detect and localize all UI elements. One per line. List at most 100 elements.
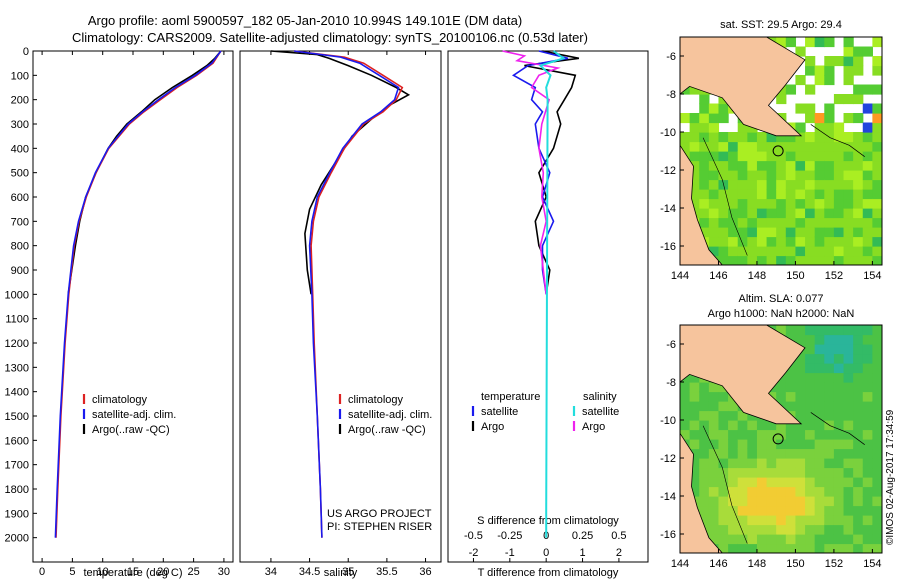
salinity-legend-label: Argo(..raw -QC) xyxy=(348,424,426,436)
sla-map-ytick-label: -12 xyxy=(660,453,676,465)
sla-map-ytick-label: -6 xyxy=(666,339,676,351)
difference-panel: -2 -1 0 1 2-0.5 -0.25 0 0.25 0.5S difference fro… xyxy=(447,50,649,579)
sst-map-islands xyxy=(810,124,865,157)
salinity-frame xyxy=(239,50,442,563)
sst-map-xtick-label: 152 xyxy=(825,270,843,282)
sla-map-land-australia xyxy=(680,432,723,553)
temperature-legend-label: climatology xyxy=(92,394,148,406)
temperature-xtick-label: 20 xyxy=(157,566,169,578)
temperature-frame xyxy=(32,50,234,563)
depth-tick-label: 0 xyxy=(23,46,29,58)
sst-map-ytick-label: -8 xyxy=(666,89,676,101)
temperature-series-2 xyxy=(67,50,222,295)
depth-tick-label: 700 xyxy=(11,216,29,228)
temperature-legend-label: Argo(..raw -QC) xyxy=(92,424,170,436)
sla-map-xtick-label: 154 xyxy=(863,558,881,570)
difference-S-tick-label: -0.25 xyxy=(497,530,522,542)
sst-map-land-png xyxy=(680,37,806,137)
depth-tick-label: 2000 xyxy=(5,533,29,545)
sla-map-panel: 144 146 148 150 152 154 -6 -8 -10 -12 -14 -16 Altim.… xyxy=(660,293,883,570)
sst-map-title: sat. SST: 29.5 Argo: 29.4 xyxy=(720,19,842,31)
pi-label: PI: STEPHEN RISER xyxy=(327,521,432,533)
sla-map-frame xyxy=(679,324,883,554)
depth-tick-label: 600 xyxy=(11,192,29,204)
sst-map-xtick-label: 154 xyxy=(863,270,881,282)
salinity-xtick-label: 34 xyxy=(265,566,277,578)
difference-S-xlabel: S difference from climatology xyxy=(477,515,619,527)
sla-map-argo-marker xyxy=(772,433,784,445)
temperature-legend-label: satellite-adj. clim. xyxy=(92,409,176,421)
depth-tick-label: 1400 xyxy=(5,387,29,399)
depth-tick-label: 1500 xyxy=(5,411,29,423)
sla-map-xtick-label: 144 xyxy=(671,558,689,570)
sst-map-contour xyxy=(702,137,748,256)
temperature-xtick-label: 5 xyxy=(69,566,75,578)
sla-map-land-png xyxy=(680,325,806,425)
difference-series-3 xyxy=(502,50,561,295)
sst-map-land-australia xyxy=(680,144,723,265)
difference-S-tick-label: 0.25 xyxy=(572,530,593,542)
depth-tick-label: 500 xyxy=(11,168,29,180)
salinity-xtick-label: 35 xyxy=(342,566,354,578)
sla-map-ytick-label: -10 xyxy=(660,415,676,427)
sst-map-xtick-label: 146 xyxy=(709,270,727,282)
difference-series-1 xyxy=(524,50,580,295)
sla-map-ytick-label: -16 xyxy=(660,529,676,541)
sla-map-title-line2: Argo h1000: NaN h2000: NaN xyxy=(708,308,855,320)
depth-tick-label: 1200 xyxy=(5,338,29,350)
sst-map-xtick-label: 150 xyxy=(786,270,804,282)
figure-title-line1: Argo profile: aoml 5900597_182 05-Jan-20… xyxy=(88,13,522,28)
difference-S-legend-label: satellite xyxy=(582,406,619,418)
salinity-legend-label: satellite-adj. clim. xyxy=(348,409,432,421)
salinity-xtick-label: 34.5 xyxy=(299,566,320,578)
temperature-xtick-label: 0 xyxy=(39,566,45,578)
difference-T-legend-label: satellite xyxy=(481,406,518,418)
difference-S-legend-label: Argo xyxy=(582,421,605,433)
depth-tick-label: 1900 xyxy=(5,508,29,520)
difference-series-2 xyxy=(538,50,566,538)
salinity-xlabel: salinity xyxy=(324,567,358,579)
project-label: US ARGO PROJECT xyxy=(327,508,432,520)
difference-T-tick-label: 0 xyxy=(543,547,549,559)
depth-tick-label: 300 xyxy=(11,119,29,131)
sst-map-frame xyxy=(679,36,883,266)
sst-map-xtick-label: 148 xyxy=(748,270,766,282)
salinity-series-1 xyxy=(293,50,400,538)
temperature-panel: 0100200300400500600700800900100011001200… xyxy=(5,46,234,579)
sst-map-xtick-label: 144 xyxy=(671,270,689,282)
temperature-xtick-label: 30 xyxy=(218,566,230,578)
sla-map-title-line1: Altim. SLA: 0.077 xyxy=(739,293,824,305)
sst-map-argo-marker xyxy=(772,145,784,157)
depth-tick-label: 1000 xyxy=(5,289,29,301)
salinity-xtick-label: 35.5 xyxy=(376,566,397,578)
sst-map-panel: 144 146 148 150 152 154 -6 -8 -10 -12 -14 -16 sat. S… xyxy=(660,19,883,282)
temperature-xtick-label: 25 xyxy=(187,566,199,578)
depth-tick-label: 1300 xyxy=(5,362,29,374)
sst-map-ytick-label: -16 xyxy=(660,241,676,253)
difference-legend-header-salinity: salinity xyxy=(583,391,617,403)
temperature-xlabel: temperature (deg C) xyxy=(83,567,182,579)
salinity-panel: 34 34.5 35 35.5 36 salinity climatology satelli… xyxy=(239,50,442,579)
sla-map-xtick-label: 152 xyxy=(825,558,843,570)
depth-tick-label: 800 xyxy=(11,241,29,253)
sst-map-ytick-label: -6 xyxy=(666,51,676,63)
sla-map-xtick-label: 146 xyxy=(709,558,727,570)
sst-map-ytick-label: -14 xyxy=(660,203,676,215)
difference-S-tick-label: 0.5 xyxy=(611,530,626,542)
salinity-legend-label: climatology xyxy=(348,394,404,406)
temperature-xtick-label: 10 xyxy=(97,566,109,578)
temperature-series-1 xyxy=(54,50,222,538)
sst-map-field xyxy=(680,37,882,265)
depth-tick-label: 1600 xyxy=(5,435,29,447)
sla-map-field xyxy=(680,325,882,553)
imos-stamp: ©IMOS 02-Aug-2017 17:34:59 xyxy=(885,409,896,545)
difference-T-legend-label: Argo xyxy=(481,421,504,433)
figure-title-line2: Climatology: CARS2009. Satellite-adjuste… xyxy=(72,30,588,45)
sla-map-islands xyxy=(810,412,865,445)
difference-T-xlabel: T difference from climatology xyxy=(478,567,619,579)
temperature-xtick-label: 15 xyxy=(127,566,139,578)
difference-S-tick-label: -0.5 xyxy=(464,530,483,542)
depth-tick-label: 400 xyxy=(11,143,29,155)
depth-tick-label: 200 xyxy=(11,95,29,107)
